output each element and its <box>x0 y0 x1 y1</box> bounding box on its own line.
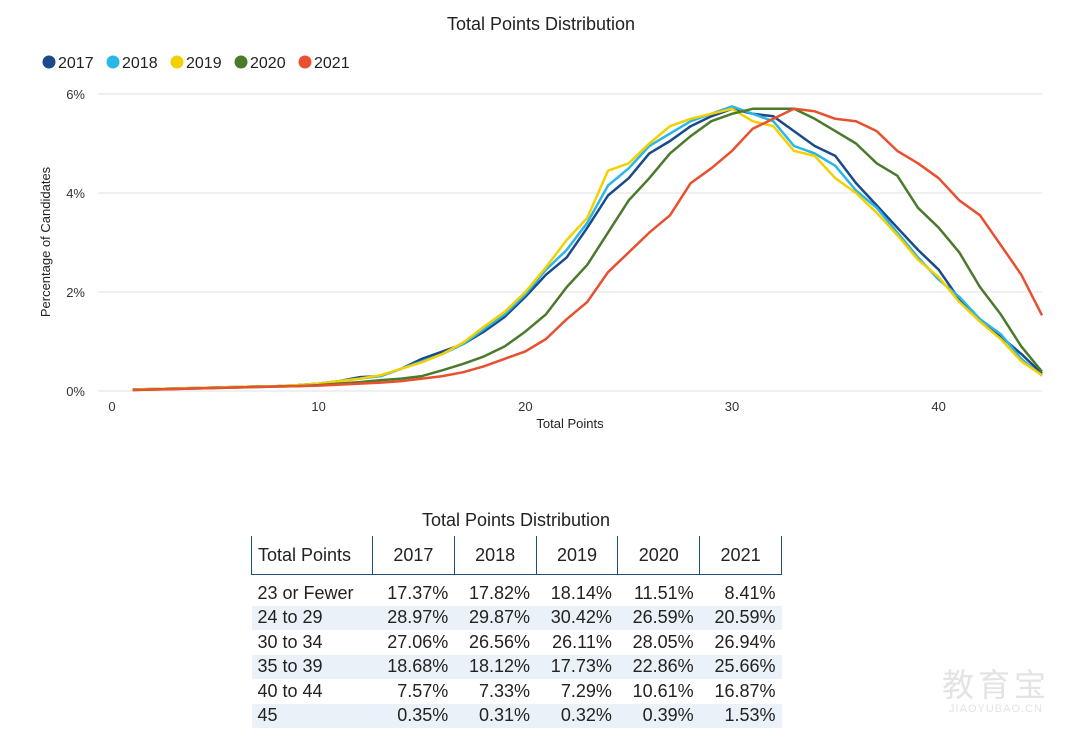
cell-2018: 18.12% <box>454 654 537 679</box>
gridlines <box>98 93 1042 392</box>
cell-2020: 28.05% <box>632 631 694 652</box>
cell-2017: 7.57% <box>397 680 449 701</box>
legend-label-2017: 2017 <box>58 55 94 72</box>
x-axis-ticks: 0 10 20 30 40 <box>108 399 946 414</box>
cell-2020: 22.86% <box>617 654 700 679</box>
row-label: 24 to 29 <box>251 605 373 630</box>
cell-2021: 20.59% <box>699 605 782 630</box>
cell-2020: 11.51% <box>633 582 694 603</box>
table-row: 40 to 44 7.57% 7.33% 7.29% 10.61% 16.87% <box>252 679 782 704</box>
y-tick-label: 2% <box>66 285 85 300</box>
legend-marker-2020 <box>234 55 248 69</box>
cell-2018: 29.87% <box>454 605 537 630</box>
line-chart: Total Points Distribution 2017 2018 2019 20… <box>38 14 1044 431</box>
cell-2018: 17.82% <box>469 582 531 603</box>
watermark-logo: 教育宝 JIAOYUBAO.CN <box>940 668 1052 716</box>
watermark-main: 教育宝 <box>941 667 1050 703</box>
x-tick-label: 10 <box>311 399 325 414</box>
table-row: 30 to 34 27.06% 26.56% 26.11% 28.05% 26.… <box>252 630 782 655</box>
legend-label-2020: 2020 <box>250 55 286 72</box>
legend-marker-2021 <box>298 55 312 69</box>
x-tick-label: 30 <box>725 399 739 414</box>
cell-2019: 17.73% <box>536 654 618 679</box>
legend-marker-2017 <box>42 55 56 69</box>
table-title: Total Points Distribution <box>421 510 611 530</box>
x-tick-label: 40 <box>931 399 945 414</box>
table-header-row: Total Points 2017 2018 2019 2020 2021 <box>251 536 782 575</box>
table-row: 23 or Fewer 17.37% 17.82% 18.14% 11.51% … <box>252 581 782 606</box>
series-line-2018 <box>132 105 1043 391</box>
series-line-2017 <box>132 107 1043 391</box>
y-tick-label: 6% <box>66 87 85 102</box>
row-label: 45 <box>251 703 373 728</box>
cell-2020: 0.39% <box>617 703 700 728</box>
table-row: 45 0.35% 0.31% 0.32% 0.39% 1.53% <box>251 703 782 728</box>
cell-2021: 1.53% <box>699 703 782 728</box>
legend-marker-2018 <box>106 55 120 69</box>
y-axis-ticks: 0% 2% 4% 6% <box>66 87 85 399</box>
cell-2018: 0.31% <box>454 703 537 728</box>
cell-2021: 8.41% <box>724 582 776 603</box>
header-2021: 2021 <box>699 536 782 575</box>
distribution-table: Total Points 2017 2018 2019 2020 2021 23… <box>251 536 782 728</box>
row-label: 35 to 39 <box>251 654 373 679</box>
y-tick-label: 4% <box>66 186 85 201</box>
header-2018: 2018 <box>453 536 537 575</box>
series-line-2020 <box>132 107 1043 392</box>
cell-2021: 25.66% <box>699 654 782 679</box>
table-row: 35 to 39 18.68% 18.12% 17.73% 22.86% 25.… <box>251 654 782 679</box>
header-2019: 2019 <box>535 536 618 575</box>
cell-2020: 10.61% <box>632 680 694 701</box>
cell-2018: 26.56% <box>469 631 531 652</box>
chart-title: Total Points Distribution <box>447 14 635 34</box>
cell-2018: 7.33% <box>479 680 531 701</box>
watermark-sub: JIAOYUBAO.CN <box>949 703 1043 715</box>
header-total-points: Total Points <box>251 536 373 575</box>
cell-2017: 27.06% <box>387 631 449 652</box>
legend-label-2021: 2021 <box>314 55 350 72</box>
legend-label-2018: 2018 <box>122 55 158 72</box>
cell-2019: 30.42% <box>536 605 618 630</box>
cell-2020: 26.59% <box>617 605 700 630</box>
y-tick-label: 0% <box>66 384 85 399</box>
cell-2021: 26.94% <box>714 631 776 652</box>
cell-2017: 0.35% <box>372 703 455 728</box>
header-2020: 2020 <box>617 536 700 575</box>
legend-label-2019: 2019 <box>186 55 222 72</box>
legend: 2017 2018 2019 2020 2021 <box>42 55 350 72</box>
cell-2019: 26.11% <box>552 631 612 652</box>
cell-2021: 16.87% <box>714 680 776 701</box>
series-line-2021 <box>132 107 1044 392</box>
x-axis-title: Total Points <box>536 416 604 431</box>
header-2017: 2017 <box>371 536 455 575</box>
cell-2017: 28.97% <box>372 605 455 630</box>
cell-2019: 0.32% <box>536 703 618 728</box>
x-tick-label: 0 <box>108 399 115 414</box>
cell-2017: 18.68% <box>372 654 455 679</box>
x-tick-label: 20 <box>518 399 532 414</box>
row-label: 23 or Fewer <box>257 582 354 603</box>
cell-2017: 17.37% <box>387 582 449 603</box>
cell-2019: 7.29% <box>560 680 612 701</box>
legend-marker-2019 <box>170 55 184 69</box>
table-row: 24 to 29 28.97% 29.87% 30.42% 26.59% 20.… <box>251 605 782 630</box>
series-lines <box>132 105 1044 392</box>
cell-2019: 18.14% <box>550 582 612 603</box>
row-label: 30 to 34 <box>257 631 323 652</box>
row-label: 40 to 44 <box>257 680 323 701</box>
series-line-2019 <box>132 107 1043 391</box>
y-axis-title: Percentage of Candidates <box>38 166 53 317</box>
